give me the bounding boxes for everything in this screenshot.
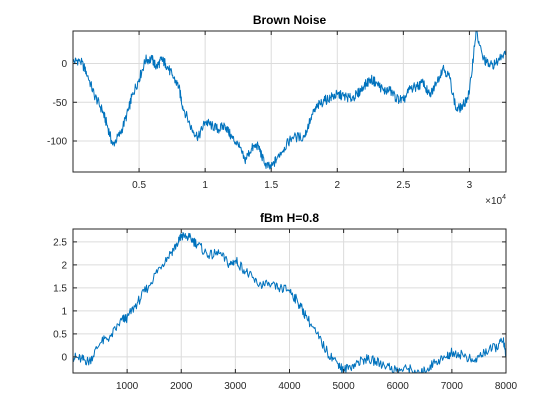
top-xtick-label-5: 3 (467, 180, 473, 191)
bottom-ytick-label-0: 0 (61, 352, 67, 363)
top-series-line-0 (72, 30, 507, 170)
top-plot-area (73, 31, 506, 172)
bottom-xtick-label-6: 7000 (441, 381, 464, 392)
bottom-xtick-label-2: 3000 (224, 381, 247, 392)
bottom-xtick-label-7: 8000 (495, 381, 518, 392)
bottom-ytick-label-1: 0.5 (53, 329, 67, 340)
bottom-ytick-label-2: 1 (61, 306, 67, 317)
top-x-exponent-label: ×104 (485, 194, 506, 207)
top-ytick-label-0: 0 (61, 59, 67, 70)
bottom-xtick-label-1: 2000 (170, 381, 193, 392)
top-xtick-label-0: 0.5 (132, 180, 146, 191)
bottom-ytick-label-5: 2.5 (53, 237, 67, 248)
top-xtick-label-1: 1 (202, 180, 208, 191)
top-chart-title: Brown Noise (253, 13, 327, 27)
bottom-xtick-label-5: 6000 (387, 381, 410, 392)
top-xtick-label-4: 2.5 (396, 180, 410, 191)
top-xtick-label-2: 1.5 (264, 180, 278, 191)
top-axes: 0.5 1 1.5 2 2.5 3 0 -50 -100 Brown Noise ×104 (47, 13, 507, 207)
top-ytick-label-1: -50 (53, 98, 68, 109)
bottom-chart-title: fBm H=0.8 (260, 211, 319, 225)
bottom-ytick-label-3: 1.5 (53, 283, 67, 294)
bottom-xtick-label-0: 1000 (116, 381, 139, 392)
bottom-xtick-label-3: 4000 (278, 381, 301, 392)
top-ytick-label-2: -100 (47, 137, 67, 148)
top-axes-frame (72, 30, 507, 173)
bottom-series-line-0 (72, 232, 507, 374)
bottom-xtick-label-4: 5000 (333, 381, 356, 392)
bottom-axes: 1000 2000 3000 4000 5000 6000 7000 8000 0 0.5 1 1.5… (53, 211, 517, 392)
top-xtick-label-3: 2 (335, 180, 341, 191)
bottom-ytick-label-4: 2 (61, 260, 67, 271)
